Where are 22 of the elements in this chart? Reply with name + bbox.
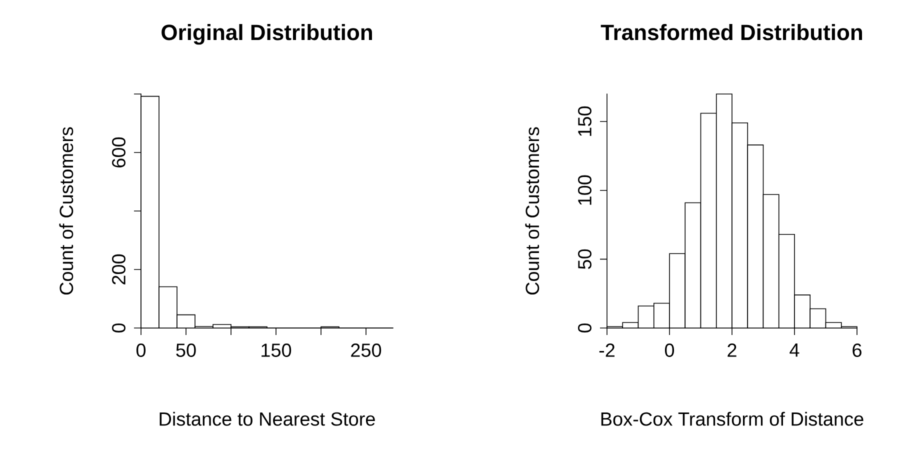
chart-title: Transformed Distribution [600,24,862,40]
y-tick-label: 100 [578,175,592,205]
x-tick-label: 4 [790,344,800,357]
y-tick-label: 50 [578,249,592,269]
x-tick-label: 2 [728,344,736,357]
x-tick-label: 6 [852,344,862,357]
x-tick-label: 0 [136,344,146,357]
y-tick-label: 600 [112,137,126,168]
chart-title: Original Distribution [162,24,372,45]
x-tick-label: 50 [176,344,196,357]
y-tick-label: 200 [112,254,126,284]
x-axis-title: Box-Cox Transform of Distance [601,412,864,426]
y-axis-title: Count of Customers [525,127,540,295]
y-tick-label: 0 [578,323,592,333]
x-axis-title: Distance to Nearest Store [160,412,375,426]
y-tick-label: 150 [578,106,592,136]
y-axis-title: Count of Customers [59,127,74,295]
x-tick-label: 150 [262,344,292,357]
x-tick-label: 250 [351,344,382,357]
x-tick-label: 0 [664,344,674,357]
y-tick-label: 0 [112,323,126,333]
x-tick-label: -2 [599,344,614,357]
